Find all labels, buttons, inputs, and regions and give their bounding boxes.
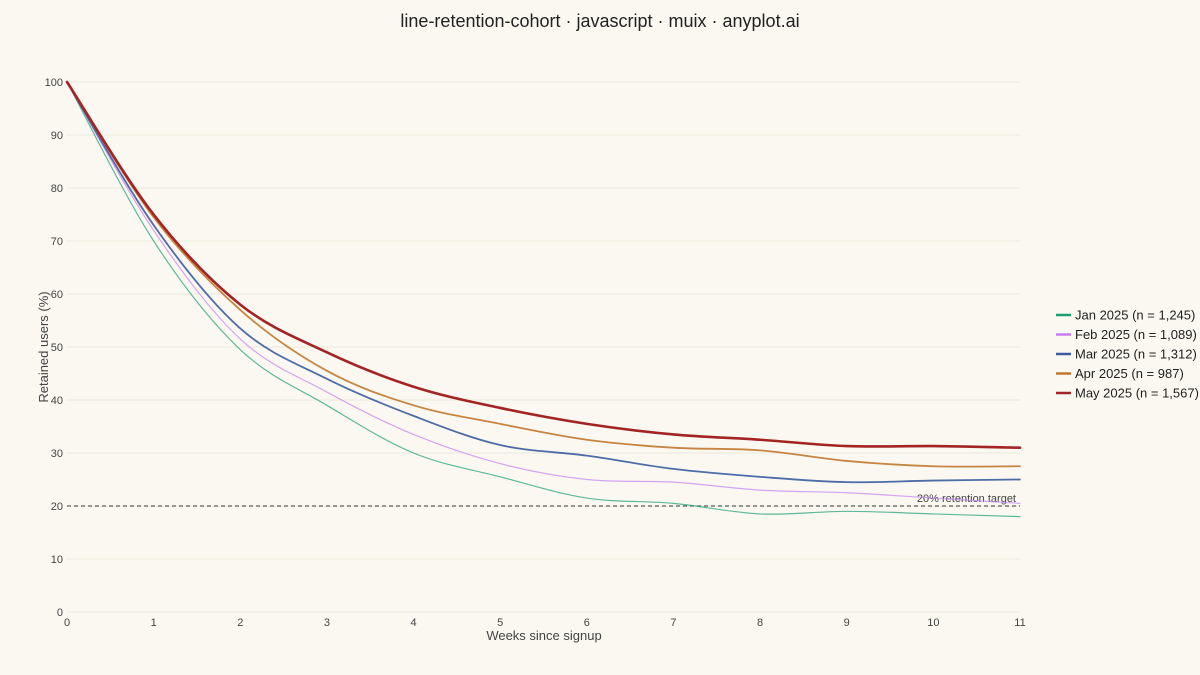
reference-line-label: 20% retention target xyxy=(917,493,1016,505)
y-tick-label: 20 xyxy=(51,501,63,513)
legend-label: Apr 2025 (n = 987) xyxy=(1075,366,1184,381)
series-lines xyxy=(65,80,1022,518)
x-tick-label: 3 xyxy=(324,617,330,629)
grid xyxy=(67,81,1020,613)
series-line-3 xyxy=(66,81,1021,484)
x-axis-label: Weeks since signup xyxy=(486,628,601,643)
y-tick-label: 60 xyxy=(51,289,63,301)
y-tick-label: 100 xyxy=(45,77,63,89)
y-tick-label: 30 xyxy=(51,448,63,460)
y-tick-label: 10 xyxy=(51,554,63,566)
x-tick-label: 9 xyxy=(844,617,850,629)
x-tick-label: 11 xyxy=(1014,617,1025,629)
series-line-1 xyxy=(66,81,1021,518)
x-tick-label: 2 xyxy=(237,617,243,629)
series-line-2 xyxy=(66,81,1021,504)
y-tick-label: 40 xyxy=(51,395,63,407)
legend-label: May 2025 (n = 1,567) xyxy=(1075,386,1199,401)
series-line-5 xyxy=(65,80,1022,449)
y-tick-label: 50 xyxy=(51,342,63,354)
x-tick-label: 0 xyxy=(64,617,70,629)
x-tick-label: 10 xyxy=(927,617,939,629)
legend-label: Mar 2025 (n = 1,312) xyxy=(1075,347,1197,362)
x-axis: 0 1 2 3 4 5 6 7 8 9 10 11 xyxy=(64,617,1026,629)
y-tick-label: 90 xyxy=(51,130,63,142)
y-tick-label: 80 xyxy=(51,183,63,195)
x-tick-label: 7 xyxy=(670,617,676,629)
x-tick-label: 8 xyxy=(757,617,763,629)
x-tick-label: 4 xyxy=(410,617,416,629)
series-line-4 xyxy=(66,81,1021,468)
legend-label: Jan 2025 (n = 1,245) xyxy=(1075,308,1195,323)
x-tick-label: 6 xyxy=(584,617,590,629)
legend-label: Feb 2025 (n = 1,089) xyxy=(1075,327,1197,342)
y-axis-label: Retained users (%) xyxy=(36,291,51,402)
y-tick-label: 70 xyxy=(51,236,63,248)
x-tick-label: 5 xyxy=(497,617,503,629)
chart-title: line-retention-cohort · javascript · mui… xyxy=(400,11,799,31)
y-tick-label: 0 xyxy=(57,607,63,619)
legend: Jan 2025 (n = 1,245) Feb 2025 (n = 1,089)… xyxy=(1056,308,1199,401)
x-tick-label: 1 xyxy=(151,617,157,629)
y-axis: 0 10 20 30 40 50 60 70 80 90 100 xyxy=(45,77,63,619)
